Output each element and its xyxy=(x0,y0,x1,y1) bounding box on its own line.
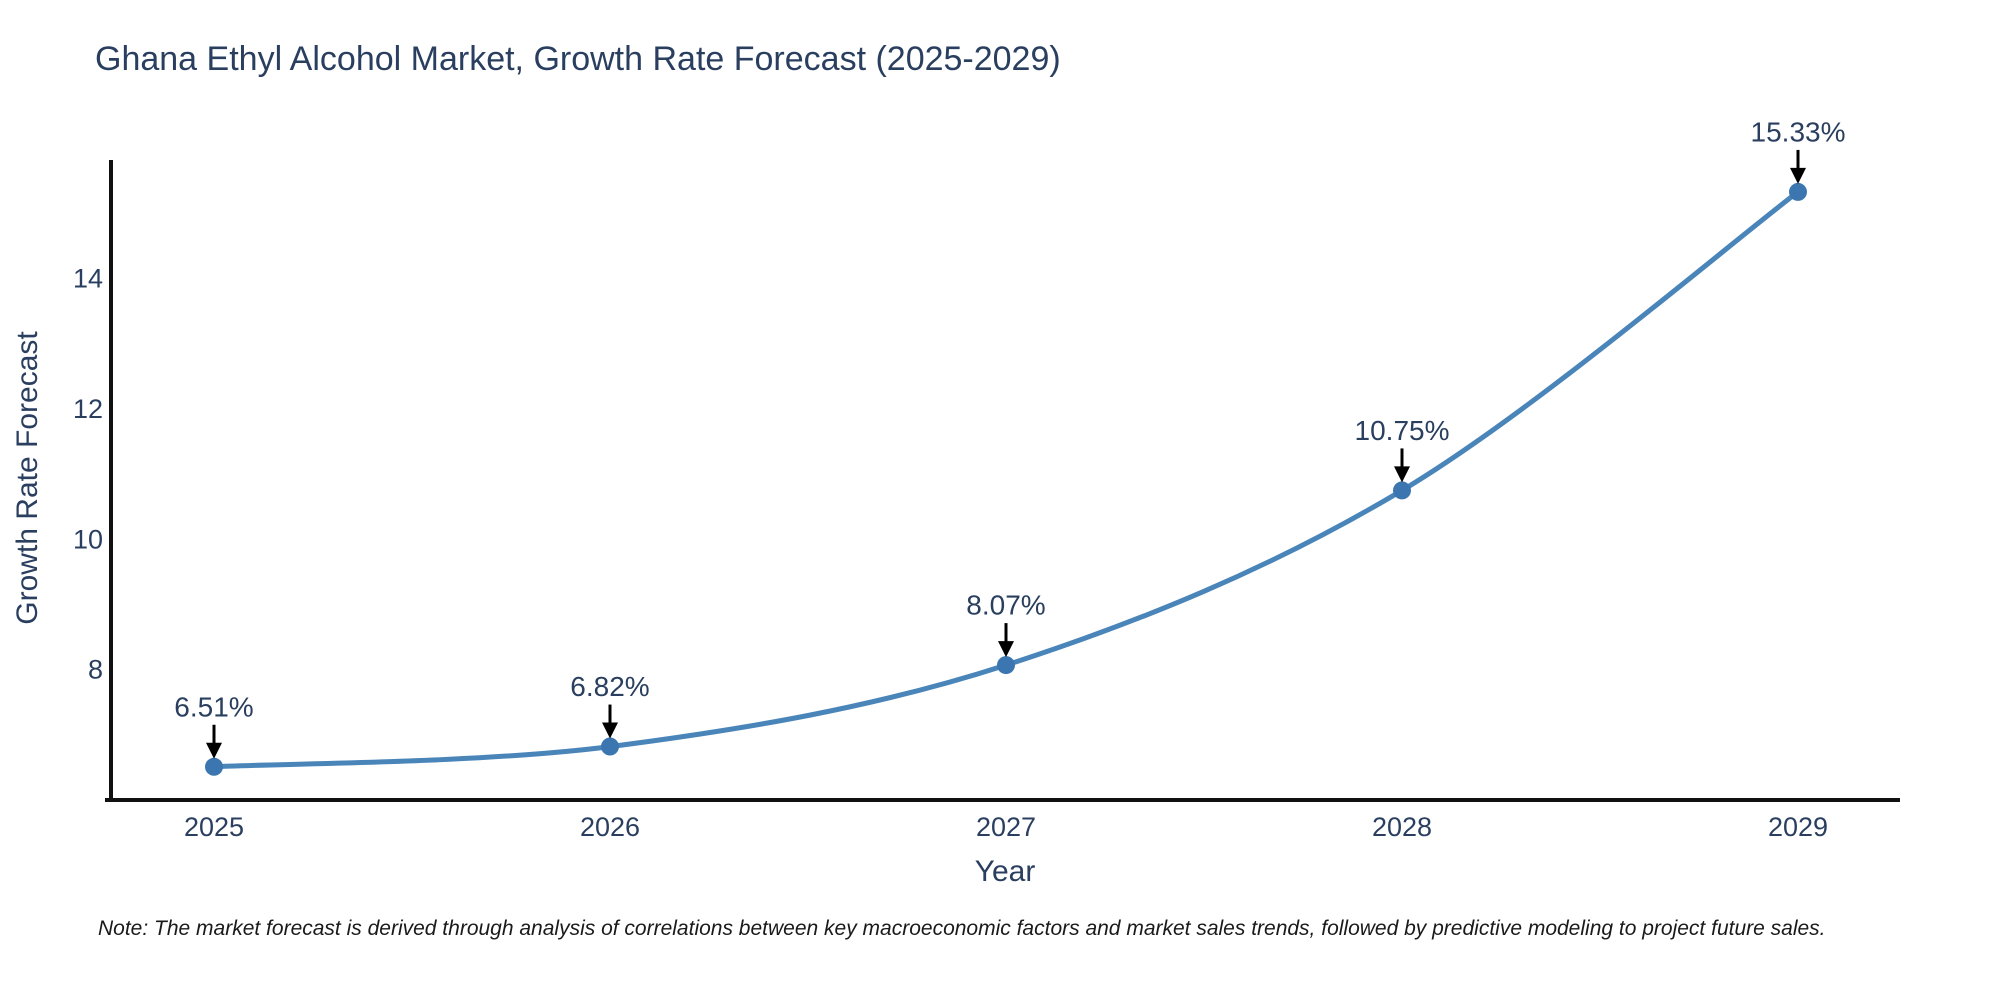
x-tick-label: 2026 xyxy=(580,812,640,842)
data-point-2025 xyxy=(205,757,223,776)
annotation-arrowhead xyxy=(1394,466,1410,483)
y-tick-label: 10 xyxy=(73,524,103,554)
x-tick-label: 2025 xyxy=(184,812,244,842)
x-tick-label: 2027 xyxy=(976,812,1036,842)
tick-layer: 8 10 12 14 2025 2026 2027 2028 2029 xyxy=(73,264,1828,842)
annotation-arrowhead xyxy=(998,641,1014,658)
data-point-value-label: 10.75% xyxy=(1355,415,1450,446)
data-point-2029 xyxy=(1789,182,1807,201)
data-point-value-label: 8.07% xyxy=(966,590,1045,621)
footnote: Note: The market forecast is derived thr… xyxy=(98,917,1826,940)
data-point-value-label: 15.33% xyxy=(1751,116,1846,147)
data-point-2026 xyxy=(601,737,619,756)
data-point-value-label: 6.82% xyxy=(570,671,649,702)
data-point-value-label: 6.51% xyxy=(174,691,253,722)
y-tick-label: 14 xyxy=(73,264,103,294)
y-axis-title: Growth Rate Forecast xyxy=(11,331,44,625)
annotation-arrowhead xyxy=(602,722,618,739)
chart-title: Ghana Ethyl Alcohol Market, Growth Rate … xyxy=(95,40,1061,78)
x-axis-title: Year xyxy=(974,855,1036,888)
data-point-2027 xyxy=(997,656,1015,675)
y-tick-label: 12 xyxy=(73,394,103,424)
series-layer xyxy=(205,182,1807,776)
annotation-layer: 6.51% 6.82% 8.07% 10.75% 15.33% xyxy=(174,116,1846,759)
annotation-arrowhead xyxy=(1790,167,1806,184)
annotation-arrowhead xyxy=(206,742,222,759)
x-tick-label: 2028 xyxy=(1372,812,1432,842)
data-point-2028 xyxy=(1393,481,1411,500)
forecast-line xyxy=(213,189,1800,770)
x-tick-label: 2029 xyxy=(1768,812,1828,842)
y-tick-label: 8 xyxy=(88,655,103,685)
